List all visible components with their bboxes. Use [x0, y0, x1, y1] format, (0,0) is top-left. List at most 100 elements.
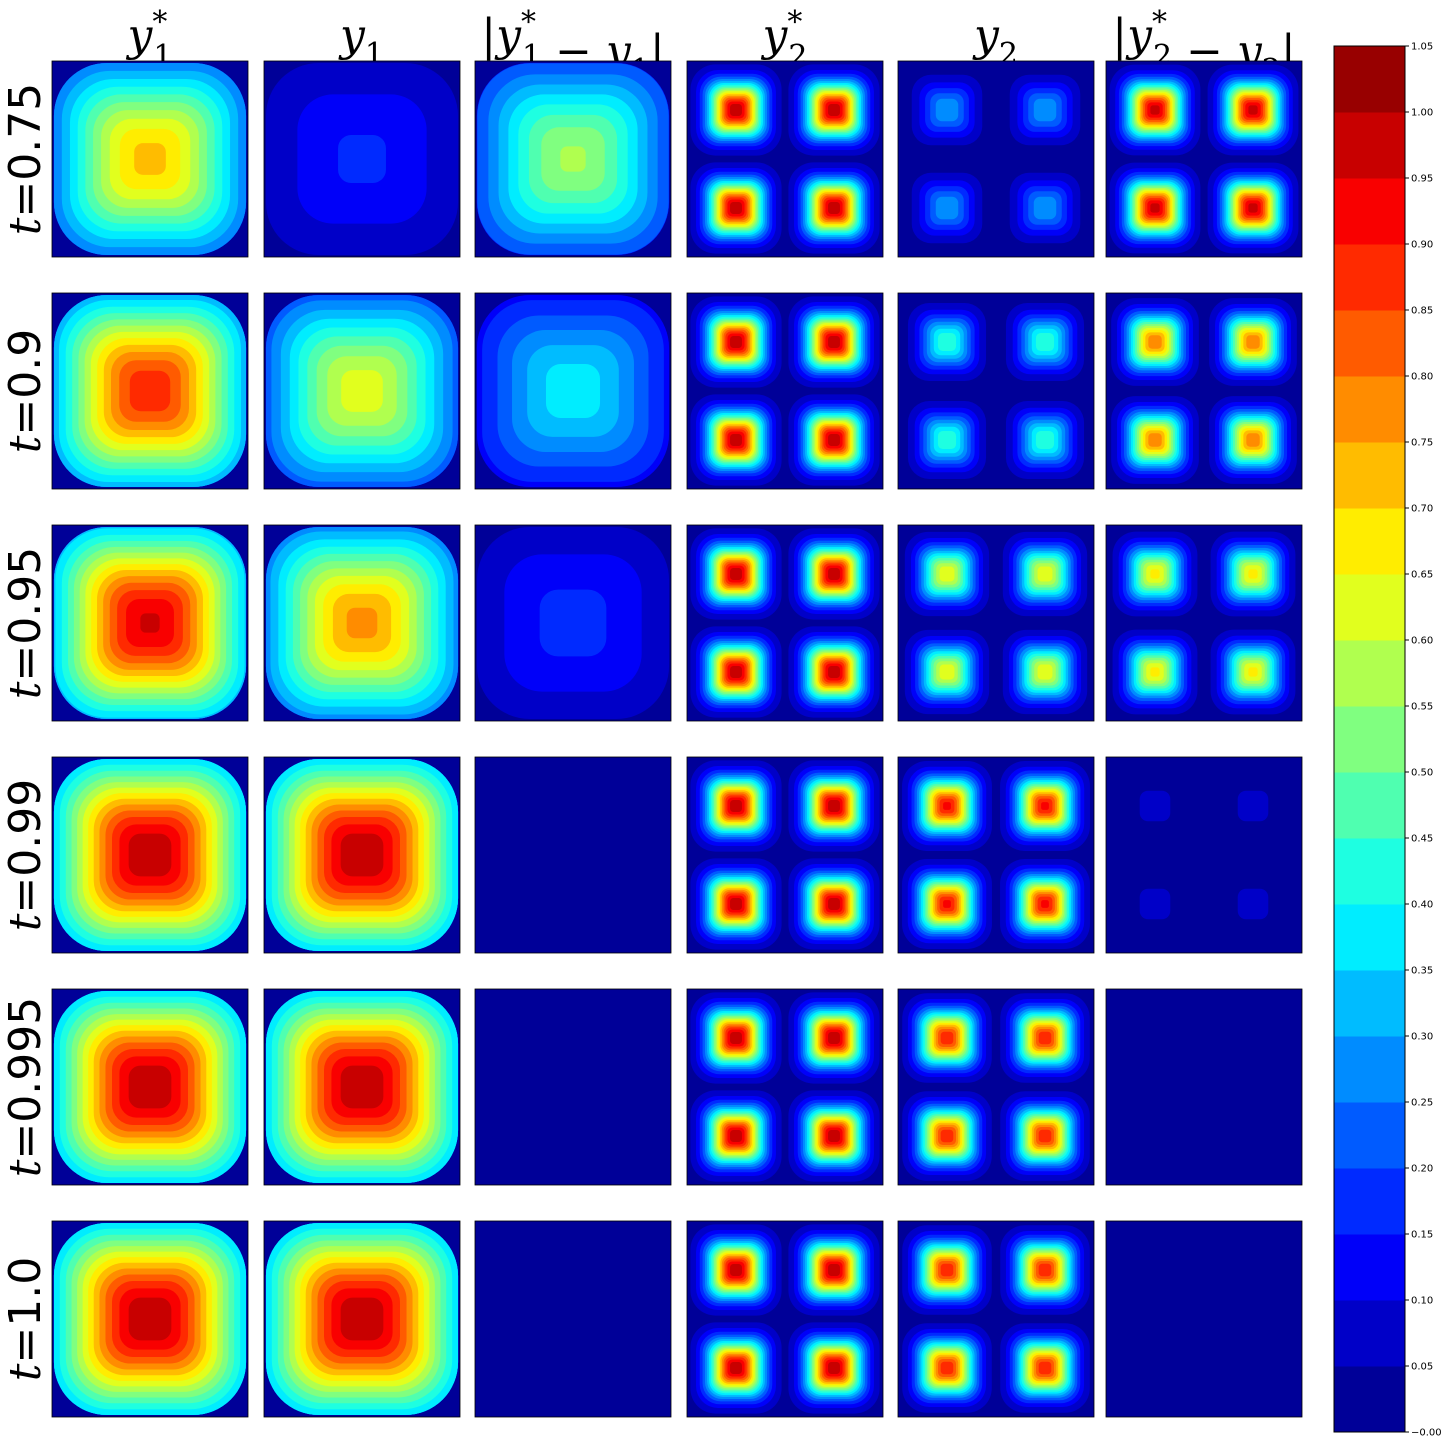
- row-label-5: t=1.0: [0, 1257, 51, 1382]
- panel-frame: [897, 1220, 1095, 1418]
- colorbar-tick-label: −0.00: [1411, 1428, 1442, 1439]
- panel-err1-row-1: [475, 293, 671, 489]
- panel-frame: [686, 60, 884, 258]
- colorbar-level: [1334, 1036, 1405, 1103]
- panel-frame: [897, 756, 1095, 954]
- panel-y2_star-row-0: [687, 61, 883, 257]
- panel-frame: [897, 292, 1095, 490]
- panel-frame: [686, 524, 884, 722]
- panel-frame: [263, 60, 461, 258]
- panel-y2_star-row-2: [687, 525, 883, 721]
- panel-y2-row-3: [898, 757, 1094, 953]
- colorbar-tick-label: 0.45: [1411, 834, 1433, 845]
- panel-frame: [686, 756, 884, 954]
- row-label-4: t=0.995: [0, 997, 51, 1178]
- colorbar-level: [1334, 1300, 1405, 1367]
- panel-y1-row-1: [264, 293, 460, 489]
- panel-y1-row-5: [264, 1221, 460, 1417]
- panel-y1-row-3: [264, 757, 460, 953]
- panel-y1_star-row-2: [52, 525, 248, 721]
- panel-frame: [897, 60, 1095, 258]
- panel-frame: [474, 1220, 672, 1418]
- colorbar-level: [1334, 508, 1405, 575]
- panel-frame: [263, 292, 461, 490]
- row-label-0: t=0.75: [0, 83, 51, 236]
- panel-frame: [474, 756, 672, 954]
- colorbar-tick-label: 0.65: [1411, 570, 1433, 581]
- colorbar: −0.00 0.05 0.10 0.15 0.20 0.25 0.30 0.35 0.40 0.4…: [1333, 42, 1442, 1439]
- colorbar-level: [1334, 178, 1405, 245]
- colorbar-tick-label: 0.55: [1411, 702, 1433, 713]
- panel-frame: [474, 988, 672, 1186]
- panel-err1-row-2: [475, 525, 671, 721]
- panel-frame: [474, 524, 672, 722]
- colorbar-tick-label: 1.00: [1411, 108, 1433, 119]
- panel-frame: [474, 292, 672, 490]
- colorbar-level: [1334, 1102, 1405, 1169]
- colorbar-level: [1334, 46, 1405, 113]
- colorbar-tick-label: 0.40: [1411, 900, 1433, 911]
- panel-y2-row-0: [898, 61, 1094, 257]
- column-title-y2: y2: [972, 10, 1018, 72]
- panel-err2-row-0: [1106, 61, 1302, 257]
- panel-y1_star-row-4: [52, 989, 248, 1185]
- panel-frame: [263, 756, 461, 954]
- colorbar-level: [1334, 772, 1405, 839]
- panel-frame: [51, 60, 249, 258]
- panel-y1_star-row-0: [52, 61, 248, 257]
- row-label-2: t=0.95: [0, 547, 51, 700]
- panel-y1-row-4: [264, 989, 460, 1185]
- colorbar-tick-label: 0.25: [1411, 1098, 1433, 1109]
- panel-frame: [263, 988, 461, 1186]
- panel-y2-row-2: [898, 525, 1094, 721]
- panel-err2-row-5: [1106, 1221, 1302, 1417]
- row-label-3: t=0.99: [0, 779, 51, 932]
- colorbar-level: [1334, 310, 1405, 377]
- panel-y2_star-row-1: [687, 293, 883, 489]
- colorbar-tick-label: 1.05: [1411, 42, 1433, 53]
- colorbar-tick-label: 0.20: [1411, 1164, 1433, 1175]
- panel-y1-row-2: [264, 525, 460, 721]
- panel-frame: [51, 524, 249, 722]
- panel-frame: [686, 292, 884, 490]
- panel-y1_star-row-1: [52, 293, 248, 489]
- colorbar-tick-label: 0.50: [1411, 768, 1433, 779]
- colorbar-level: [1334, 376, 1405, 443]
- panel-y2_star-row-5: [687, 1221, 883, 1417]
- panel-err2-row-3: [1106, 757, 1302, 953]
- colorbar-level: [1334, 244, 1405, 311]
- colorbar-level: [1334, 1234, 1405, 1301]
- colorbar-tick-label: 0.10: [1411, 1296, 1433, 1307]
- colorbar-tick-label: 0.95: [1411, 174, 1433, 185]
- colorbar-level: [1334, 112, 1405, 179]
- panel-frame: [1105, 524, 1303, 722]
- panel-frame: [51, 756, 249, 954]
- panel-frame: [474, 60, 672, 258]
- panel-y1_star-row-3: [52, 757, 248, 953]
- colorbar-level: [1334, 442, 1405, 509]
- colorbar-tick-label: 0.30: [1411, 1032, 1433, 1043]
- panel-y2-row-1: [898, 293, 1094, 489]
- colorbar-level: [1334, 838, 1405, 905]
- colorbar-level: [1334, 1366, 1405, 1433]
- panel-y1_star-row-5: [52, 1221, 248, 1417]
- row-label-1: t=0.9: [0, 329, 51, 454]
- panel-frame: [897, 988, 1095, 1186]
- colorbar-tick-label: 0.05: [1411, 1362, 1433, 1373]
- panel-err1-row-0: [475, 61, 671, 257]
- colorbar-tick-label: 0.15: [1411, 1230, 1433, 1241]
- colorbar-level: [1334, 706, 1405, 773]
- panel-frame: [1105, 988, 1303, 1186]
- colorbar-level: [1334, 904, 1405, 971]
- colorbar-tick-label: 0.35: [1411, 966, 1433, 977]
- panel-err2-row-1: [1106, 293, 1302, 489]
- panel-frame: [263, 524, 461, 722]
- panel-y2_star-row-4: [687, 989, 883, 1185]
- colorbar-tick-label: 0.75: [1411, 438, 1433, 449]
- panel-err1-row-5: [475, 1221, 671, 1417]
- panel-err2-row-4: [1106, 989, 1302, 1185]
- panel-y2-row-4: [898, 989, 1094, 1185]
- panel-err2-row-2: [1106, 525, 1302, 721]
- colorbar-tick-label: 0.90: [1411, 240, 1433, 251]
- colorbar-level: [1334, 640, 1405, 707]
